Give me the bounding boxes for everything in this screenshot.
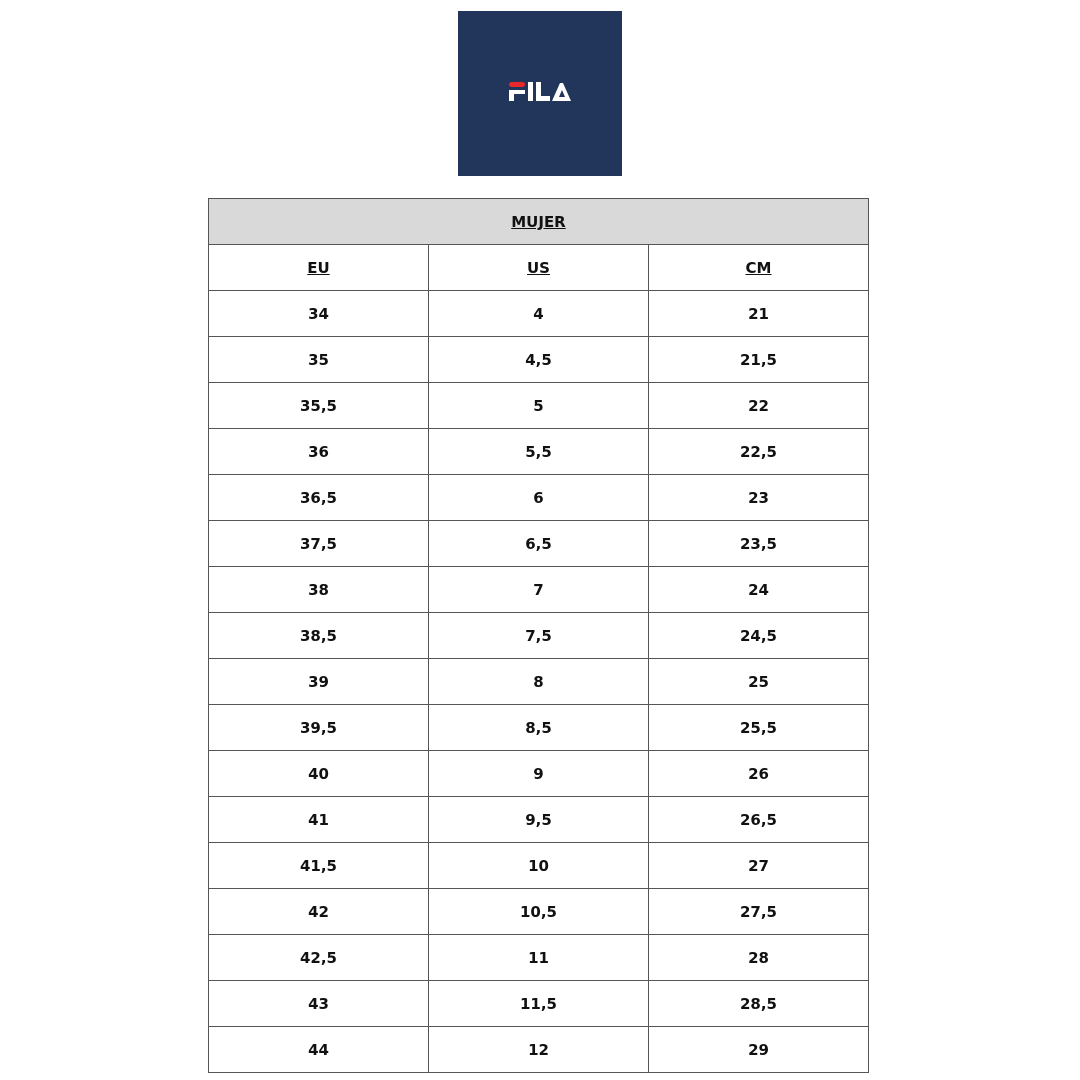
cell-us: 8,5: [428, 704, 649, 751]
cell-cm: 21,5: [648, 336, 869, 383]
cell-us: 9: [428, 750, 649, 797]
cell-eu: 44: [208, 1026, 429, 1073]
table-title: MUJER: [208, 198, 869, 245]
cell-cm: 24: [648, 566, 869, 613]
table-row: 38 7 24: [208, 566, 869, 613]
cell-cm: 28,5: [648, 980, 869, 1027]
size-chart-table: MUJER EU US CM 34 4 21 35 4,5 21,5 35,5 5 22 36 5,…: [208, 198, 869, 1073]
cell-eu: 36: [208, 428, 429, 475]
table-row: 41,5 10 27: [208, 842, 869, 889]
cell-us: 11,5: [428, 980, 649, 1027]
cell-us: 10: [428, 842, 649, 889]
cell-us: 12: [428, 1026, 649, 1073]
cell-cm: 23,5: [648, 520, 869, 567]
cell-cm: 29: [648, 1026, 869, 1073]
fila-logo: [458, 11, 622, 176]
cell-us: 7,5: [428, 612, 649, 659]
table-row: 39,5 8,5 25,5: [208, 704, 869, 751]
cell-us: 6,5: [428, 520, 649, 567]
cell-cm: 27: [648, 842, 869, 889]
cell-cm: 26: [648, 750, 869, 797]
cell-us: 7: [428, 566, 649, 613]
cell-us: 9,5: [428, 796, 649, 843]
cell-cm: 21: [648, 290, 869, 337]
cell-cm: 25,5: [648, 704, 869, 751]
header-row: EU US CM: [208, 244, 869, 291]
cell-cm: 24,5: [648, 612, 869, 659]
cell-cm: 22: [648, 382, 869, 429]
cell-eu: 35,5: [208, 382, 429, 429]
table-row: 37,5 6,5 23,5: [208, 520, 869, 567]
table-row: 38,5 7,5 24,5: [208, 612, 869, 659]
cell-cm: 22,5: [648, 428, 869, 475]
cell-eu: 38: [208, 566, 429, 613]
cell-eu: 43: [208, 980, 429, 1027]
table-row: 44 12 29: [208, 1026, 869, 1073]
cell-eu: 41: [208, 796, 429, 843]
cell-eu: 42: [208, 888, 429, 935]
cell-cm: 27,5: [648, 888, 869, 935]
fila-logo-mark: [509, 82, 571, 101]
cell-cm: 25: [648, 658, 869, 705]
cell-eu: 38,5: [208, 612, 429, 659]
table-row: 42,5 11 28: [208, 934, 869, 981]
table-row: 36 5,5 22,5: [208, 428, 869, 475]
table-row: 34 4 21: [208, 290, 869, 337]
table-row: 40 9 26: [208, 750, 869, 797]
cell-eu: 41,5: [208, 842, 429, 889]
cell-eu: 37,5: [208, 520, 429, 567]
table-row: 42 10,5 27,5: [208, 888, 869, 935]
header-cm: CM: [648, 244, 869, 291]
cell-us: 4,5: [428, 336, 649, 383]
cell-cm: 26,5: [648, 796, 869, 843]
table-row: 43 11,5 28,5: [208, 980, 869, 1027]
cell-eu: 35: [208, 336, 429, 383]
header-eu: EU: [208, 244, 429, 291]
cell-us: 11: [428, 934, 649, 981]
cell-eu: 39,5: [208, 704, 429, 751]
table-row: 36,5 6 23: [208, 474, 869, 521]
cell-eu: 34: [208, 290, 429, 337]
header-us: US: [428, 244, 649, 291]
cell-us: 10,5: [428, 888, 649, 935]
cell-eu: 40: [208, 750, 429, 797]
cell-us: 5: [428, 382, 649, 429]
table-row: 39 8 25: [208, 658, 869, 705]
cell-us: 5,5: [428, 428, 649, 475]
cell-cm: 23: [648, 474, 869, 521]
cell-us: 4: [428, 290, 649, 337]
title-row: MUJER: [208, 198, 869, 245]
table-row: 41 9,5 26,5: [208, 796, 869, 843]
table-row: 35,5 5 22: [208, 382, 869, 429]
cell-us: 6: [428, 474, 649, 521]
cell-us: 8: [428, 658, 649, 705]
table-row: 35 4,5 21,5: [208, 336, 869, 383]
cell-cm: 28: [648, 934, 869, 981]
cell-eu: 42,5: [208, 934, 429, 981]
cell-eu: 39: [208, 658, 429, 705]
cell-eu: 36,5: [208, 474, 429, 521]
